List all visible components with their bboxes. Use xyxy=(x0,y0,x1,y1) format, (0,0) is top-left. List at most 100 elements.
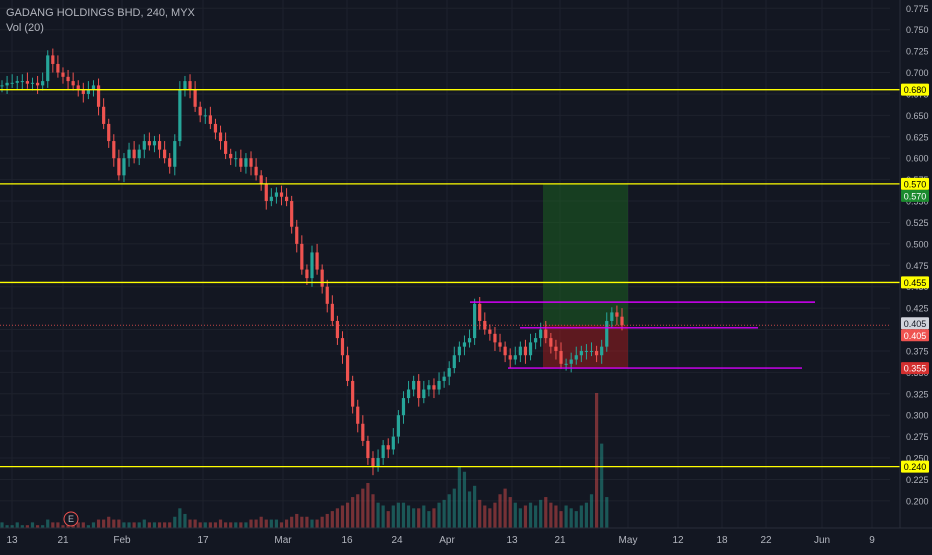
volume-bars xyxy=(0,393,609,528)
candle-body xyxy=(193,89,197,107)
volume-bar xyxy=(528,502,533,528)
level-badge xyxy=(901,276,929,289)
volume-bar xyxy=(340,505,345,528)
volume-bar xyxy=(356,494,360,528)
volume-bar xyxy=(274,519,279,528)
candle-body xyxy=(81,89,85,94)
candle-body xyxy=(600,346,604,356)
price-tick-label: 0.375 xyxy=(906,346,929,356)
support-resistance-lines xyxy=(0,89,900,468)
candle-body xyxy=(71,81,75,86)
volume-bar xyxy=(579,505,583,528)
volume-bar xyxy=(56,522,60,528)
candle-body xyxy=(315,252,319,270)
volume-bar xyxy=(213,522,218,528)
time-tick-label: 16 xyxy=(341,535,353,546)
level-badge xyxy=(901,177,929,190)
volume-bar xyxy=(188,519,192,528)
candle-body xyxy=(213,123,218,133)
candle-body xyxy=(234,158,238,160)
time-tick-label: 9 xyxy=(869,535,875,546)
time-tick-label: Mar xyxy=(274,535,292,546)
volume-bar xyxy=(218,519,223,528)
candle-body xyxy=(264,183,268,202)
price-badge xyxy=(901,317,929,330)
volume-bar xyxy=(483,505,487,528)
time-tick-label: 22 xyxy=(760,535,772,546)
candle-body xyxy=(305,269,309,279)
candle-body xyxy=(279,192,284,197)
volume-bar xyxy=(244,522,248,528)
candle-body xyxy=(15,81,19,83)
volume-bar xyxy=(574,511,578,528)
candle-body xyxy=(508,355,512,360)
volume-bar xyxy=(127,522,131,528)
earnings-marker-icon xyxy=(63,511,79,527)
price-tick-label: 0.525 xyxy=(906,218,929,228)
candle-body xyxy=(163,149,167,159)
price-axis: 0.7750.7500.7250.7000.6750.6500.6250.600… xyxy=(899,0,929,528)
volume-bar xyxy=(203,522,207,528)
volume-bar xyxy=(157,522,162,528)
level-badge-label: 0.570 xyxy=(904,179,927,189)
candle-body xyxy=(208,115,212,124)
volume-bar xyxy=(371,494,375,528)
volume-bar xyxy=(152,522,157,528)
volume-bar xyxy=(20,525,24,528)
candle-body xyxy=(132,149,136,159)
candle-body xyxy=(493,333,497,343)
time-tick-label: 13 xyxy=(506,535,518,546)
candle-body xyxy=(473,303,477,339)
volume-bar xyxy=(523,505,528,528)
candle-body xyxy=(579,350,583,356)
volume-bar xyxy=(417,508,421,528)
candle-body xyxy=(544,329,548,339)
time-tick-label: May xyxy=(619,535,638,546)
price-tick-label: 0.650 xyxy=(906,111,929,121)
volume-bar xyxy=(447,494,451,528)
volume-bar xyxy=(457,466,461,528)
volume-bar xyxy=(142,519,146,528)
candle-body xyxy=(107,123,111,142)
candle-body xyxy=(46,55,50,82)
range-lines xyxy=(470,301,815,369)
candle-body xyxy=(284,196,289,202)
volume-bar xyxy=(498,494,502,528)
volume-bar xyxy=(539,499,543,528)
candle-body xyxy=(66,76,70,82)
price-badges: 0.680 0.570 0.455 0.240 0.405 0.405 0.570 0.355 xyxy=(901,83,929,473)
candle-body xyxy=(96,85,101,107)
volume-bar xyxy=(305,516,309,528)
candle-body xyxy=(488,329,492,334)
candle-body xyxy=(147,141,151,146)
candle-body xyxy=(417,380,421,399)
candle-body xyxy=(594,350,599,356)
grid xyxy=(0,0,890,528)
volume-bar xyxy=(442,499,446,528)
volume-bar xyxy=(239,522,243,528)
volume-bar xyxy=(345,502,350,528)
candle-body xyxy=(91,85,96,90)
volume-bar xyxy=(46,519,50,528)
price-tick-label: 0.725 xyxy=(906,47,929,57)
candle-body xyxy=(30,82,35,84)
volume-bar xyxy=(295,513,299,528)
candle-body xyxy=(437,380,441,390)
candle-body xyxy=(569,359,573,364)
price-badge xyxy=(901,329,929,342)
candle-body xyxy=(76,85,80,90)
volume-bar xyxy=(549,502,553,528)
volume-bar xyxy=(71,525,75,528)
price-tick-label: 0.200 xyxy=(906,496,929,506)
price-badge xyxy=(901,362,929,375)
price-badge-label: 0.570 xyxy=(904,191,927,201)
volume-bar xyxy=(168,522,172,528)
candle-body xyxy=(467,338,472,343)
time-tick-label: 12 xyxy=(672,535,684,546)
volume-bar xyxy=(513,502,517,528)
volume-bar xyxy=(366,483,370,528)
candle-body xyxy=(513,355,517,360)
volume-bar xyxy=(249,519,253,528)
